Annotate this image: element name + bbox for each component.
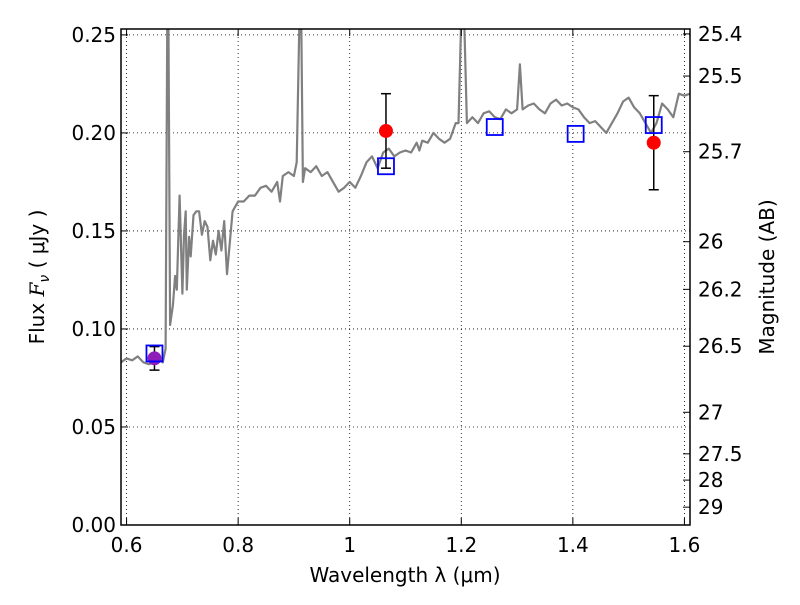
plot-frame xyxy=(120,28,691,526)
right-tick-label: 25.7 xyxy=(698,140,743,164)
y-tick-label: 0.15 xyxy=(71,219,116,243)
synthetic-point xyxy=(644,116,663,134)
y-axis-label-subscript: ν xyxy=(37,275,53,283)
y-axis-label: Flux Fν ( μJy ) xyxy=(25,210,53,345)
y-tick-label: 0.10 xyxy=(71,317,116,341)
data-points xyxy=(145,116,663,366)
right-tick-label: 25.4 xyxy=(698,22,743,46)
x-tick-label: 0.6 xyxy=(111,533,143,557)
model-spectrum-line xyxy=(121,29,690,366)
chart-marks xyxy=(121,29,690,366)
synthetic-point xyxy=(566,124,585,143)
x-tick-label: 1 xyxy=(343,533,356,557)
y-tick-label: 0.05 xyxy=(71,415,116,439)
right-axis-label: Magnitude (AB) xyxy=(755,199,779,354)
observed-point xyxy=(378,123,393,138)
x-tick-label: 1.6 xyxy=(669,533,701,557)
y-axis-label-suffix: ( μJy ) xyxy=(25,210,49,275)
synthetic-point xyxy=(145,344,164,363)
observed-point xyxy=(646,135,661,150)
axes: 0.6 0.8 1 1.2 1.4 1.6 0.00 0.05 0.10 0.15 0.20 0.25… xyxy=(71,22,742,557)
synthetic-point xyxy=(377,157,395,176)
plot-background xyxy=(121,29,690,525)
right-tick-label: 25.5 xyxy=(698,64,743,88)
right-tick-label: 27.5 xyxy=(698,442,743,466)
x-axis-label: Wavelength λ (μm) xyxy=(309,563,500,587)
y-tick-label: 0.25 xyxy=(71,23,116,47)
right-tick-label: 27 xyxy=(698,400,723,424)
right-tick-label: 26.5 xyxy=(698,334,743,358)
synthetic-point xyxy=(485,118,504,136)
right-tick-label: 28 xyxy=(698,468,723,492)
first-point xyxy=(147,351,162,366)
y-tick-label: 0.20 xyxy=(71,121,116,145)
right-tick-label: 26 xyxy=(698,230,723,254)
x-tick-label: 1.4 xyxy=(557,533,589,557)
y-tick-label: 0.00 xyxy=(71,513,116,537)
right-tick-label: 29 xyxy=(698,495,723,519)
right-tick-label: 26.2 xyxy=(698,277,743,301)
x-tick-label: 1.2 xyxy=(445,533,477,557)
x-tick-label: 0.8 xyxy=(222,533,254,557)
y-axis-label-variable: F xyxy=(25,281,49,297)
y-axis-label-prefix: Flux xyxy=(25,296,49,344)
